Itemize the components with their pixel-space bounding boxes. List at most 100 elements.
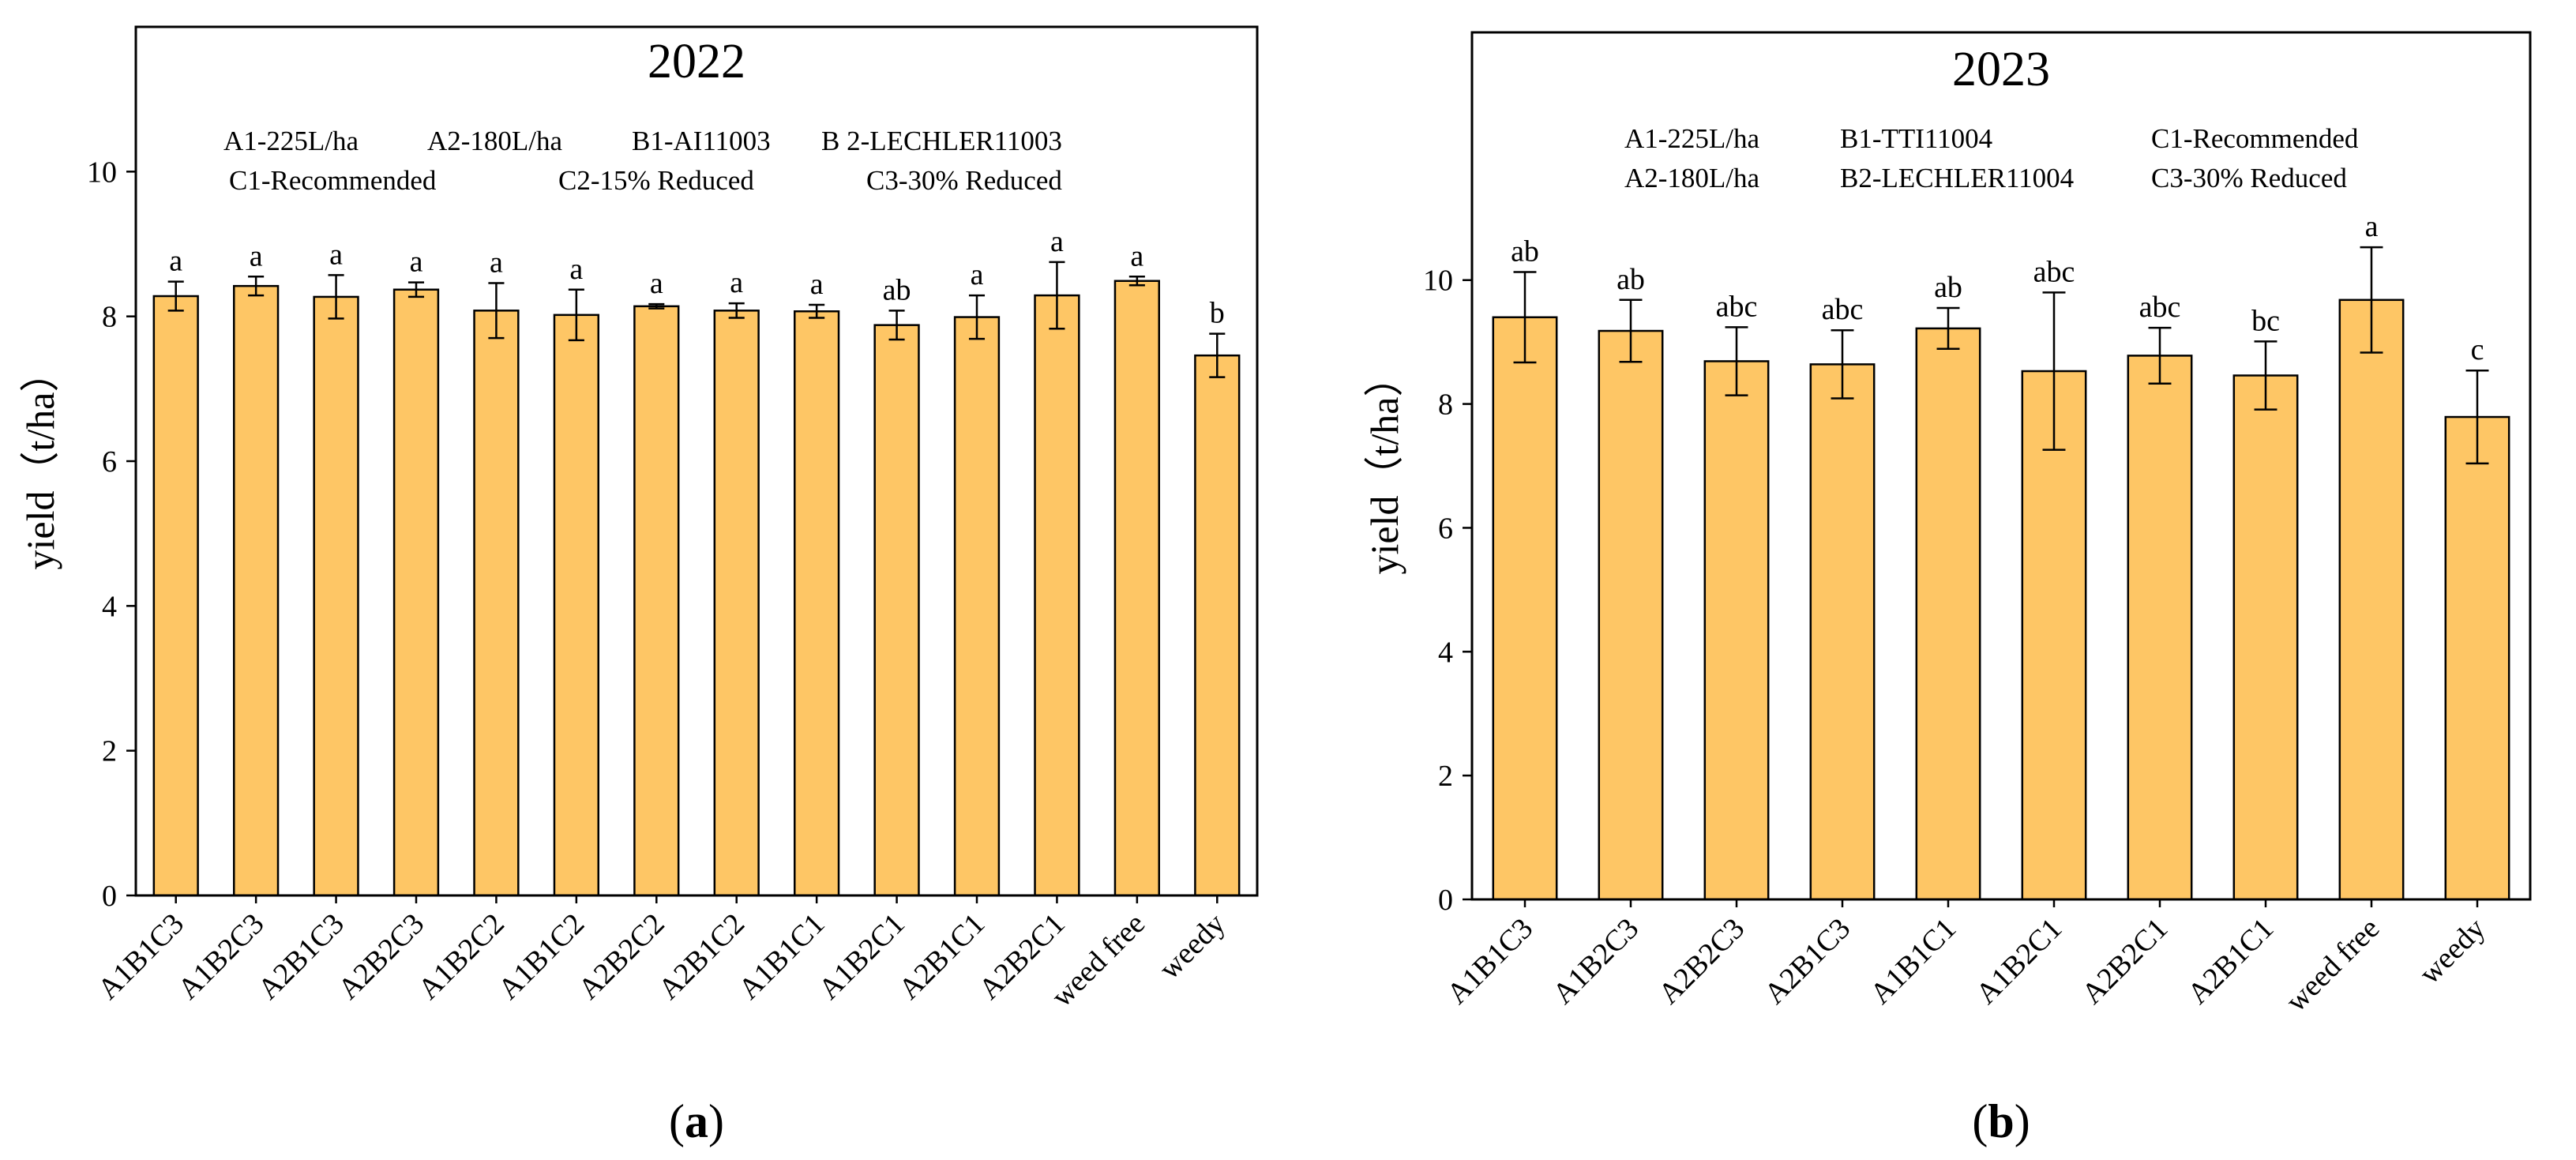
significance-label: a: [2365, 210, 2379, 243]
x-tick-label: weedy: [1153, 907, 1232, 986]
x-tick-label: A2B1C1: [892, 907, 991, 1006]
x-tick-label: A1B2C1: [813, 907, 911, 1006]
significance-label: abc: [1822, 293, 1864, 326]
chart-panel-a: a A1B1C3 a A1B2C3 a A2B1C3 a A2B2C3 a A1B2C2 a A1B1…: [18, 25, 1259, 1147]
y-axis-label: yield（t/ha）: [18, 353, 62, 570]
x-tick-label: A1B2C2: [412, 907, 511, 1006]
y-tick-label: 4: [102, 590, 117, 623]
significance-label: a: [169, 245, 182, 278]
chart-panel-b: abA1B1C3abA1B2C3abcA2B2C3abcA2B1C3abA1B1…: [1362, 31, 2532, 1147]
significance-label: abc: [2139, 291, 2181, 324]
significance-label: a: [329, 238, 343, 271]
significance-label: a: [1050, 225, 1064, 258]
chart-title: 2022: [648, 35, 745, 88]
panel-label-part: ): [708, 1095, 724, 1147]
legend-entry: C2-15% Reduced: [558, 165, 754, 196]
y-tick-label: 2: [1438, 760, 1453, 793]
bar: [794, 310, 840, 897]
bar: [2232, 374, 2299, 901]
significance-label: b: [1210, 297, 1225, 330]
bar: [2127, 355, 2193, 901]
panel-label-part: ): [2015, 1095, 2030, 1147]
bar: [1915, 327, 1981, 901]
y-axis-label: yield（t/ha）: [1362, 358, 1406, 575]
panel-label-part: b: [1988, 1095, 2014, 1147]
bar: [1113, 280, 1160, 897]
significance-label: a: [810, 268, 824, 301]
x-tick-label: A1B2C3: [1546, 912, 1645, 1011]
legend-entry: B1-AI11003: [632, 126, 771, 156]
legend-entry: B1-TTI11004: [1840, 123, 1992, 154]
x-tick-label: A2B2C3: [332, 907, 430, 1006]
x-tick-label: A1B1C2: [492, 907, 591, 1006]
significance-label: ab: [883, 273, 911, 306]
panel-label-part: a: [685, 1095, 708, 1147]
y-tick-label: 8: [102, 301, 117, 334]
legend-entry: B 2-LECHLER11003: [821, 126, 1062, 156]
legend-entry: C3-30% Reduced: [2151, 163, 2347, 193]
bar: [473, 310, 520, 897]
y-tick-label: 4: [1438, 636, 1453, 669]
x-tick-label: weed free: [2280, 912, 2386, 1019]
x-tick-label: A2B2C3: [1652, 912, 1751, 1011]
significance-label: a: [650, 267, 663, 300]
significance-label: a: [250, 239, 263, 272]
significance-label: c: [2471, 333, 2484, 366]
y-tick-label: 0: [102, 880, 117, 913]
bar: [1194, 354, 1241, 897]
x-tick-label: A2B1C2: [652, 907, 751, 1006]
bar: [233, 284, 280, 897]
bar: [713, 310, 760, 897]
panel-label: (b): [1972, 1095, 2030, 1147]
significance-label: a: [569, 253, 583, 286]
x-tick-label: A1B1C1: [1864, 912, 1962, 1011]
legend-entry: A1-225L/ha: [223, 126, 359, 156]
y-tick-label: 6: [1438, 512, 1453, 545]
bar: [1492, 316, 1558, 901]
x-tick-label: A1B1C3: [92, 907, 190, 1006]
bar: [1598, 329, 1664, 901]
chart-title: 2023: [1952, 43, 2050, 96]
significance-label: ab: [1934, 271, 1962, 304]
y-tick-label: 10: [1423, 265, 1453, 298]
significance-label: abc: [2033, 255, 2075, 288]
y-tick-label: 2: [102, 735, 117, 768]
significance-label: a: [1130, 239, 1143, 272]
x-tick-label: A1B1C1: [732, 907, 831, 1006]
panel-label: (a): [669, 1095, 724, 1147]
legend-entry: A1-225L/ha: [1624, 123, 1760, 154]
bar: [1703, 360, 1770, 901]
bar: [633, 305, 680, 897]
bar: [873, 324, 920, 897]
plot-frame: [1470, 31, 2532, 901]
significance-label: a: [730, 266, 743, 299]
significance-label: ab: [1511, 235, 1539, 268]
y-tick-label: 0: [1438, 884, 1453, 917]
x-tick-label: A1B2C3: [171, 907, 270, 1006]
x-tick-label: A2B2C2: [572, 907, 670, 1006]
y-tick-label: 6: [102, 445, 117, 479]
bar: [152, 295, 199, 897]
x-tick-label: A1B1C3: [1440, 912, 1539, 1011]
bar: [953, 316, 1001, 897]
panel-label-part: (: [1972, 1095, 1988, 1147]
x-tick-label: A1B2C1: [1970, 912, 2068, 1011]
legend-entry: C1-Recommended: [2151, 123, 2359, 154]
significance-label: a: [490, 246, 503, 280]
x-tick-label: A2B1C3: [1758, 912, 1857, 1011]
bar: [2338, 298, 2405, 901]
panel-label-part: (: [669, 1095, 685, 1147]
legend-entry: C1-Recommended: [229, 165, 437, 196]
bar: [2444, 415, 2510, 901]
bar: [313, 295, 359, 897]
legend-entry: B2-LECHLER11004: [1840, 163, 2074, 193]
bar: [553, 313, 600, 897]
significance-label: a: [410, 246, 423, 279]
legend-entry: C3-30% Reduced: [866, 165, 1062, 196]
y-tick-label: 10: [87, 156, 117, 189]
significance-label: abc: [1716, 290, 1758, 323]
legend-entry: A2-180L/ha: [427, 126, 563, 156]
significance-label: a: [971, 258, 984, 291]
x-tick-label: A2B2C1: [2075, 912, 2174, 1011]
x-tick-label: weedy: [2413, 912, 2492, 991]
